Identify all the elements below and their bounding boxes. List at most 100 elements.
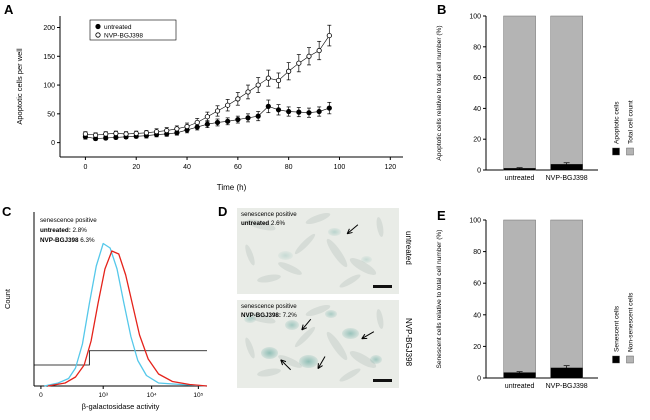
axis-text: 40 [473, 312, 481, 319]
axis-text: 100 [469, 218, 481, 225]
bar-black-0 [503, 168, 536, 170]
axis-text: 40 [183, 164, 191, 171]
axis-text: 100 [43, 83, 55, 90]
senescent-cell-stain [243, 315, 256, 324]
category-label: NVP-BGJ398 [546, 383, 588, 390]
legend-swatch [626, 147, 634, 156]
flow-annotation-heading: senescence positive [40, 217, 97, 224]
legend-marker [95, 32, 101, 38]
micrograph-untreated-caption: senescence positive untreated 2.6% [241, 211, 297, 227]
legend-swatch [612, 147, 620, 156]
axis-text: 80 [473, 44, 481, 51]
data-marker [204, 114, 210, 120]
panel-c: C 0 10³ 10⁴ 10⁵ β-galactosidase activity Coun… [0, 200, 215, 420]
senescent-cell-stain [341, 327, 359, 339]
micrograph-nvp-bgj398: senescence positive NVP-BGJ398: 7.2% [237, 300, 399, 388]
panel-c-plot: 0 10³ 10⁴ 10⁵ β-galactosidase activity Count [3, 212, 208, 411]
bar-black-1 [550, 367, 583, 378]
axis-text: 0 [477, 168, 481, 175]
side-label-untreated: untreated [404, 231, 413, 265]
panel-d: D senescence positive untreated 2.6% unt… [215, 200, 430, 420]
data-marker [286, 108, 292, 115]
panel-e-label: E [437, 208, 446, 223]
bar-gray-0 [503, 219, 536, 379]
data-marker [225, 102, 231, 108]
data-marker [265, 75, 271, 81]
flow-annotation-untreated: untreated: 2.8% [40, 226, 87, 234]
pointer-arrow [280, 359, 291, 371]
series-NVP-BGJ398 [82, 24, 332, 138]
data-marker [245, 115, 251, 121]
x-axis-title: β-galactosidase activity [82, 402, 160, 411]
micrograph-nvp-bgj398-bg [237, 300, 399, 388]
scale-bar-untreated [373, 285, 392, 288]
data-marker [214, 108, 221, 114]
scale-bar-nvp-bgj398 [373, 379, 392, 382]
legend-label: Non-senescent cells [628, 292, 635, 352]
senescent-cell-stain [298, 355, 318, 369]
data-marker [92, 132, 99, 138]
axis-text: 60 [473, 75, 481, 82]
axis-text: 0 [477, 376, 481, 383]
data-marker [103, 131, 109, 137]
data-marker [143, 130, 149, 136]
data-marker [275, 107, 282, 113]
bar-gray-1 [550, 15, 583, 171]
data-marker [235, 96, 241, 102]
bar-gray-1 [550, 219, 583, 379]
senescent-cell-stain [260, 346, 278, 359]
axis-text: 200 [43, 25, 55, 32]
data-marker [265, 103, 271, 109]
senescent-cell-stain [327, 228, 341, 237]
legend-marker [95, 23, 101, 30]
data-marker [184, 123, 190, 130]
pointer-arrow [317, 356, 326, 369]
legend-label: Apoptotic cells [614, 101, 621, 144]
legend-swatch [626, 355, 634, 364]
panel-b: B 0 20 40 60 80 100 Apoptotic cells relative t… [430, 0, 650, 200]
legend-box [89, 19, 177, 41]
data-marker [326, 105, 332, 111]
panel-a-label: A [4, 2, 14, 17]
axis-text: 10⁵ [193, 392, 203, 399]
senescent-cell-stain [370, 355, 383, 365]
axis-text: 100 [469, 14, 481, 21]
data-marker [194, 119, 200, 126]
pointer-arrowhead [301, 324, 304, 331]
y-axis-title: Apoptotic cells per well [15, 48, 24, 125]
data-marker [153, 129, 160, 135]
data-marker [275, 77, 282, 84]
axis-text: 60 [473, 281, 481, 288]
data-marker [306, 110, 312, 116]
data-marker [133, 130, 139, 137]
y-axis-title: Apoptotic cells relative to total cell n… [436, 25, 443, 160]
pointer-arrowhead [301, 327, 308, 331]
axis-text: 0 [83, 164, 87, 171]
data-marker [174, 126, 180, 132]
senescent-cell-stain [285, 319, 300, 330]
category-label: NVP-BGJ398 [546, 175, 588, 182]
axis-text: 50 [47, 111, 55, 118]
data-marker [296, 109, 302, 115]
pointer-arrow [301, 318, 312, 331]
category-label: untreated [505, 383, 535, 390]
legend-label: Total cell count [628, 100, 635, 144]
bar-black-1 [550, 164, 583, 170]
histogram-curve-NVP-BGJ398 [47, 250, 208, 387]
axis-text: 80 [285, 164, 293, 171]
axis-text: 40 [473, 106, 481, 113]
y-axis-title: Count [3, 288, 12, 309]
category-label: untreated [505, 175, 535, 182]
legend-label: NVP-BGJ398 [104, 32, 143, 39]
senescent-cell-stain [361, 256, 373, 264]
data-marker [123, 131, 129, 137]
data-marker [326, 32, 332, 39]
flow-annotation-treated: NVP-BGJ398 6.3% [40, 236, 95, 244]
panel-e-plot: 0 20 40 60 80 100 Senescent cells relative to … [436, 218, 635, 391]
data-marker [82, 131, 89, 137]
data-marker [255, 82, 261, 88]
axis-text: 120 [384, 164, 396, 171]
axis-text: 80 [473, 249, 481, 256]
